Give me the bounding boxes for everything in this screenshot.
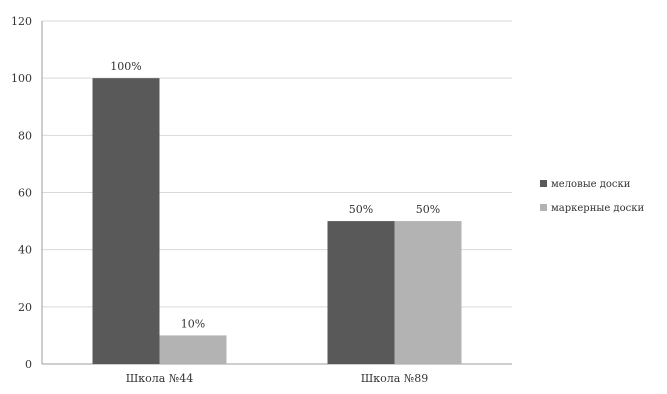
data-label: 100%: [110, 60, 141, 73]
data-label: 10%: [181, 317, 205, 330]
bar-chalk: [92, 78, 160, 365]
y-tick-label: 20: [18, 301, 32, 314]
data-label: 50%: [349, 203, 373, 216]
bar-chalk: [327, 221, 395, 364]
y-tick-label: 100: [11, 72, 32, 85]
y-tick-label: 40: [18, 244, 32, 257]
x-category-label: Школа №44: [126, 372, 194, 385]
data-labels: 100% 10% 50% 50%: [110, 60, 440, 330]
legend: меловые доски маркерные доски: [540, 179, 644, 214]
y-tick-label: 80: [18, 129, 32, 142]
y-tick-label: 60: [18, 187, 32, 200]
legend-label: маркерные доски: [551, 203, 644, 214]
bar-marker: [159, 335, 227, 364]
y-tick-label: 0: [25, 358, 32, 371]
legend-swatch: [540, 204, 547, 211]
y-tick-label: 120: [11, 15, 32, 28]
legend-swatch: [540, 180, 547, 187]
data-label: 50%: [416, 203, 440, 216]
bar-marker: [394, 221, 462, 364]
x-category-label: Школа №89: [361, 372, 429, 385]
legend-label: меловые доски: [551, 179, 631, 190]
bars: [92, 78, 462, 365]
